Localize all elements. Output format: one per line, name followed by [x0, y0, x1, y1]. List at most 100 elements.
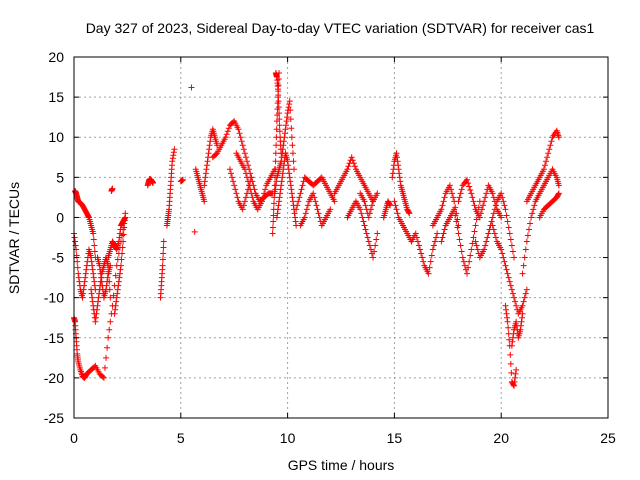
- data-point: [241, 150, 248, 157]
- data-point: [502, 206, 509, 213]
- data-point: [508, 369, 515, 376]
- data-point: [283, 118, 290, 125]
- data-point: [270, 218, 277, 225]
- data-point: [83, 266, 90, 273]
- data-point: [295, 198, 302, 205]
- data-point: [498, 246, 505, 253]
- data-point: [365, 214, 372, 221]
- data-point: [394, 158, 401, 165]
- data-point: [481, 198, 488, 205]
- data-point: [279, 170, 286, 177]
- data-point: [465, 180, 472, 187]
- data-point: [506, 336, 513, 343]
- data-point: [237, 134, 244, 141]
- data-point: [517, 322, 524, 329]
- data-point: [473, 242, 480, 249]
- data-point: [203, 162, 210, 169]
- data-point: [451, 206, 458, 213]
- data-point: [483, 238, 490, 245]
- data-point: [80, 290, 87, 297]
- data-point: [362, 202, 369, 209]
- data-point: [457, 242, 464, 249]
- data-point: [113, 245, 120, 252]
- data-point: [276, 116, 283, 123]
- data-point: [351, 163, 358, 170]
- data-point: [448, 186, 455, 193]
- data-point: [82, 274, 89, 281]
- data-point: [503, 212, 510, 219]
- data-point: [289, 198, 296, 205]
- data-point: [75, 274, 82, 281]
- data-point: [90, 230, 97, 237]
- data-point: [303, 206, 310, 213]
- data-point: [485, 230, 492, 237]
- data-point: [510, 381, 517, 388]
- data-point: [106, 326, 113, 333]
- data-point: [301, 214, 308, 221]
- data-point: [426, 264, 433, 271]
- data-point: [273, 178, 280, 185]
- data-point: [491, 206, 498, 213]
- data-point: [518, 318, 525, 325]
- data-point: [247, 186, 254, 193]
- data-point: [489, 190, 496, 197]
- data-point: [289, 142, 296, 149]
- data-point: [358, 210, 365, 217]
- data-point: [79, 294, 86, 301]
- data-point: [205, 150, 212, 157]
- data-point: [368, 202, 375, 209]
- data-point: [271, 190, 278, 197]
- data-point: [230, 178, 237, 185]
- data-point: [468, 190, 475, 197]
- data-point: [508, 342, 515, 349]
- data-point: [242, 194, 249, 201]
- data-point: [285, 166, 292, 173]
- data-point: [393, 150, 400, 157]
- data-point: [95, 294, 102, 301]
- chart-title: Day 327 of 2023, Sidereal Day-to-day VTE…: [86, 20, 595, 36]
- data-point: [439, 234, 446, 241]
- data-point: [116, 234, 123, 241]
- data-point: [505, 324, 512, 331]
- data-point: [523, 238, 530, 245]
- data-point: [260, 194, 267, 201]
- data-point: [293, 206, 300, 213]
- data-point: [287, 178, 294, 185]
- data-point: [367, 246, 374, 253]
- data-point: [114, 290, 121, 297]
- data-point: [117, 226, 124, 233]
- data-point: [91, 278, 98, 285]
- data-point: [98, 278, 105, 285]
- data-point: [512, 370, 519, 377]
- data-point: [101, 364, 108, 371]
- data-point: [361, 198, 368, 205]
- data-point: [453, 218, 460, 225]
- data-point: [492, 202, 499, 209]
- data-point: [89, 262, 96, 269]
- data-point: [239, 206, 246, 213]
- data-point: [491, 230, 498, 237]
- data-point: [284, 110, 291, 117]
- y-tick-label: 5: [56, 169, 64, 185]
- data-point: [282, 126, 289, 133]
- data-point: [470, 234, 477, 241]
- data-point: [511, 382, 518, 389]
- data-point: [206, 142, 213, 149]
- data-point: [372, 242, 379, 249]
- data-point: [103, 286, 110, 293]
- data-point: [482, 194, 489, 201]
- data-point: [509, 290, 516, 297]
- data-point: [285, 104, 292, 111]
- data-point: [169, 155, 176, 162]
- data-point: [280, 166, 287, 173]
- data-point: [438, 238, 445, 245]
- data-point: [458, 248, 465, 255]
- data-point: [275, 98, 282, 105]
- data-point: [276, 194, 283, 201]
- data-point: [396, 170, 403, 177]
- data-point: [441, 226, 448, 233]
- data-point: [466, 183, 473, 190]
- data-point: [160, 238, 167, 245]
- data-point: [281, 130, 288, 137]
- data-point: [92, 318, 99, 325]
